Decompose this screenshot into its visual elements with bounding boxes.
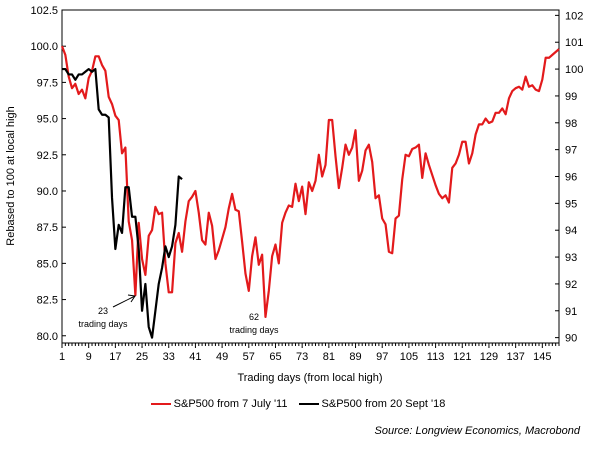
x-tick-label: 1 — [59, 351, 65, 363]
annotation-arrow — [112, 295, 136, 308]
y-axis-title: Rebased to 100 at local high — [5, 106, 17, 245]
right-tick-label: 98 — [565, 118, 577, 130]
right-tick-label: 96 — [565, 172, 577, 184]
right-tick-label: 90 — [565, 333, 577, 345]
right-tick-label: 99 — [565, 91, 577, 103]
legend-item-2018: S&P500 from 20 Sept '18 — [298, 398, 446, 410]
right-axis: 90 91 92 93 94 95 96 97 98 99 100 101 102 — [555, 10, 583, 345]
left-tick-label: 80.0 — [37, 331, 58, 343]
right-tick-label: 102 — [565, 10, 583, 22]
left-tick-label: 82.5 — [37, 295, 58, 307]
x-axis: 1 9 17 25 33 41 49 57 65 73 81 89 97 105 113 121 129 137 1… — [59, 343, 560, 363]
source-note: Source: Longview Economics, Macrobond — [374, 425, 580, 437]
annotation-23-days-label: trading days — [78, 319, 128, 329]
right-tick-label: 93 — [565, 252, 577, 264]
right-tick-label: 101 — [565, 37, 583, 49]
x-tick-label: 81 — [323, 351, 335, 363]
x-tick-label: 17 — [109, 351, 121, 363]
series-line-2018 — [62, 67, 183, 339]
left-tick-label: 102.5 — [30, 5, 58, 17]
x-tick-label: 73 — [296, 351, 308, 363]
x-tick-label: 89 — [349, 351, 361, 363]
right-tick-label: 97 — [565, 145, 577, 157]
left-tick-label: 92.5 — [37, 150, 58, 162]
series-layer — [60, 45, 560, 339]
left-tick-label: 87.5 — [37, 222, 58, 234]
right-tick-label: 91 — [565, 306, 577, 318]
left-tick-label: 95.0 — [37, 114, 58, 126]
series-line-2011 — [60, 45, 560, 319]
x-tick-label: 49 — [216, 351, 228, 363]
left-tick-label: 97.5 — [37, 77, 58, 89]
left-tick-label: 100.0 — [30, 41, 58, 53]
x-tick-label: 57 — [243, 351, 255, 363]
annotation-62-days-label: trading days — [229, 325, 279, 335]
x-tick-label: 113 — [427, 351, 445, 363]
annotation-arrowhead — [127, 294, 136, 303]
x-tick-label: 33 — [163, 351, 175, 363]
annotation-62-days-number: 62 — [249, 312, 259, 322]
x-tick-label: 65 — [269, 351, 281, 363]
annotations: 23 trading days 62 trading days — [78, 294, 279, 335]
x-tick-label: 41 — [189, 351, 201, 363]
x-tick-label: 129 — [480, 351, 498, 363]
legend-label-2011: S&P500 from 7 July '11 — [173, 398, 288, 410]
right-tick-label: 100 — [565, 64, 583, 76]
legend: S&P500 from 7 July '11 S&P500 from 20 Se… — [0, 396, 596, 410]
x-tick-label: 97 — [376, 351, 388, 363]
left-tick-label: 90.0 — [37, 186, 58, 198]
x-tick-label: 25 — [136, 351, 148, 363]
x-tick-label: 137 — [506, 351, 524, 363]
right-tick-label: 92 — [565, 279, 577, 291]
annotation-23-days-number: 23 — [98, 306, 108, 316]
x-tick-label: 145 — [533, 351, 551, 363]
x-tick-label: 121 — [453, 351, 471, 363]
left-axis: 80.0 82.5 85.0 87.5 90.0 92.5 95.0 97.5 100.0 102… — [30, 5, 66, 343]
x-tick-label: 9 — [86, 351, 92, 363]
legend-label-2018: S&P500 from 20 Sept '18 — [321, 398, 446, 410]
right-tick-label: 95 — [565, 198, 577, 210]
x-tick-label: 105 — [400, 351, 418, 363]
right-tick-label: 94 — [565, 225, 577, 237]
x-axis-title: Trading days (from local high) — [237, 372, 382, 384]
left-tick-label: 85.0 — [37, 258, 58, 270]
legend-swatch-2011 — [150, 403, 171, 405]
legend-swatch-2018 — [298, 403, 319, 405]
legend-item-2011: S&P500 from 7 July '11 — [150, 398, 288, 410]
